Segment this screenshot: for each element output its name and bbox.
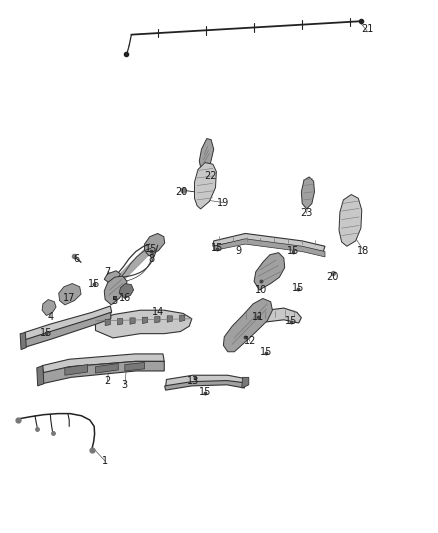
Text: 23: 23	[300, 208, 313, 218]
Polygon shape	[254, 253, 285, 290]
Polygon shape	[166, 375, 244, 387]
Polygon shape	[199, 139, 214, 175]
Polygon shape	[117, 319, 123, 325]
Polygon shape	[301, 177, 314, 209]
Polygon shape	[95, 310, 192, 338]
Text: 14: 14	[152, 307, 164, 317]
Text: 17: 17	[63, 294, 75, 303]
Text: 21: 21	[362, 25, 374, 34]
Text: 18: 18	[357, 246, 370, 255]
Polygon shape	[214, 239, 325, 257]
Polygon shape	[119, 284, 134, 298]
Text: 10: 10	[254, 286, 267, 295]
Text: 11: 11	[252, 312, 265, 322]
Polygon shape	[95, 364, 118, 373]
Text: 9: 9	[236, 246, 242, 255]
Text: 12: 12	[244, 336, 256, 346]
Text: 8: 8	[148, 254, 154, 263]
Text: 19: 19	[217, 198, 230, 207]
Polygon shape	[59, 284, 81, 305]
Text: 15: 15	[285, 316, 297, 326]
Polygon shape	[223, 298, 272, 352]
Polygon shape	[142, 317, 148, 324]
Text: 5: 5	[111, 296, 117, 306]
Text: 1: 1	[102, 456, 108, 466]
Polygon shape	[65, 365, 88, 375]
Text: 7: 7	[104, 267, 110, 277]
Text: 15: 15	[211, 243, 223, 253]
Text: 13: 13	[187, 376, 199, 386]
Polygon shape	[125, 362, 145, 371]
Polygon shape	[37, 366, 44, 386]
Text: 15: 15	[287, 246, 300, 255]
Polygon shape	[20, 333, 26, 350]
Polygon shape	[24, 312, 111, 348]
Polygon shape	[105, 319, 110, 326]
Polygon shape	[104, 276, 127, 305]
Polygon shape	[104, 271, 120, 282]
Polygon shape	[213, 233, 325, 252]
Polygon shape	[165, 381, 244, 390]
Text: 4: 4	[47, 312, 53, 322]
Text: 15: 15	[199, 387, 211, 397]
Text: 16: 16	[119, 294, 131, 303]
Text: 2: 2	[104, 376, 110, 386]
Text: 15: 15	[260, 347, 272, 357]
Text: 15: 15	[145, 245, 157, 254]
Polygon shape	[42, 354, 164, 373]
Polygon shape	[155, 317, 160, 323]
Polygon shape	[130, 318, 135, 324]
Polygon shape	[41, 361, 164, 384]
Text: 15: 15	[40, 328, 52, 338]
Text: 3: 3	[122, 380, 128, 390]
Polygon shape	[241, 308, 301, 329]
Text: 20: 20	[327, 272, 339, 282]
Text: 6: 6	[74, 254, 80, 263]
Text: 15: 15	[88, 279, 100, 288]
Polygon shape	[24, 306, 112, 340]
Polygon shape	[180, 315, 185, 321]
Polygon shape	[194, 163, 216, 209]
Polygon shape	[242, 377, 249, 388]
Polygon shape	[42, 300, 56, 316]
Polygon shape	[167, 316, 173, 322]
Polygon shape	[145, 233, 165, 256]
Text: 22: 22	[204, 171, 216, 181]
Text: 15: 15	[292, 283, 304, 293]
Text: 20: 20	[176, 187, 188, 197]
Polygon shape	[339, 195, 362, 246]
